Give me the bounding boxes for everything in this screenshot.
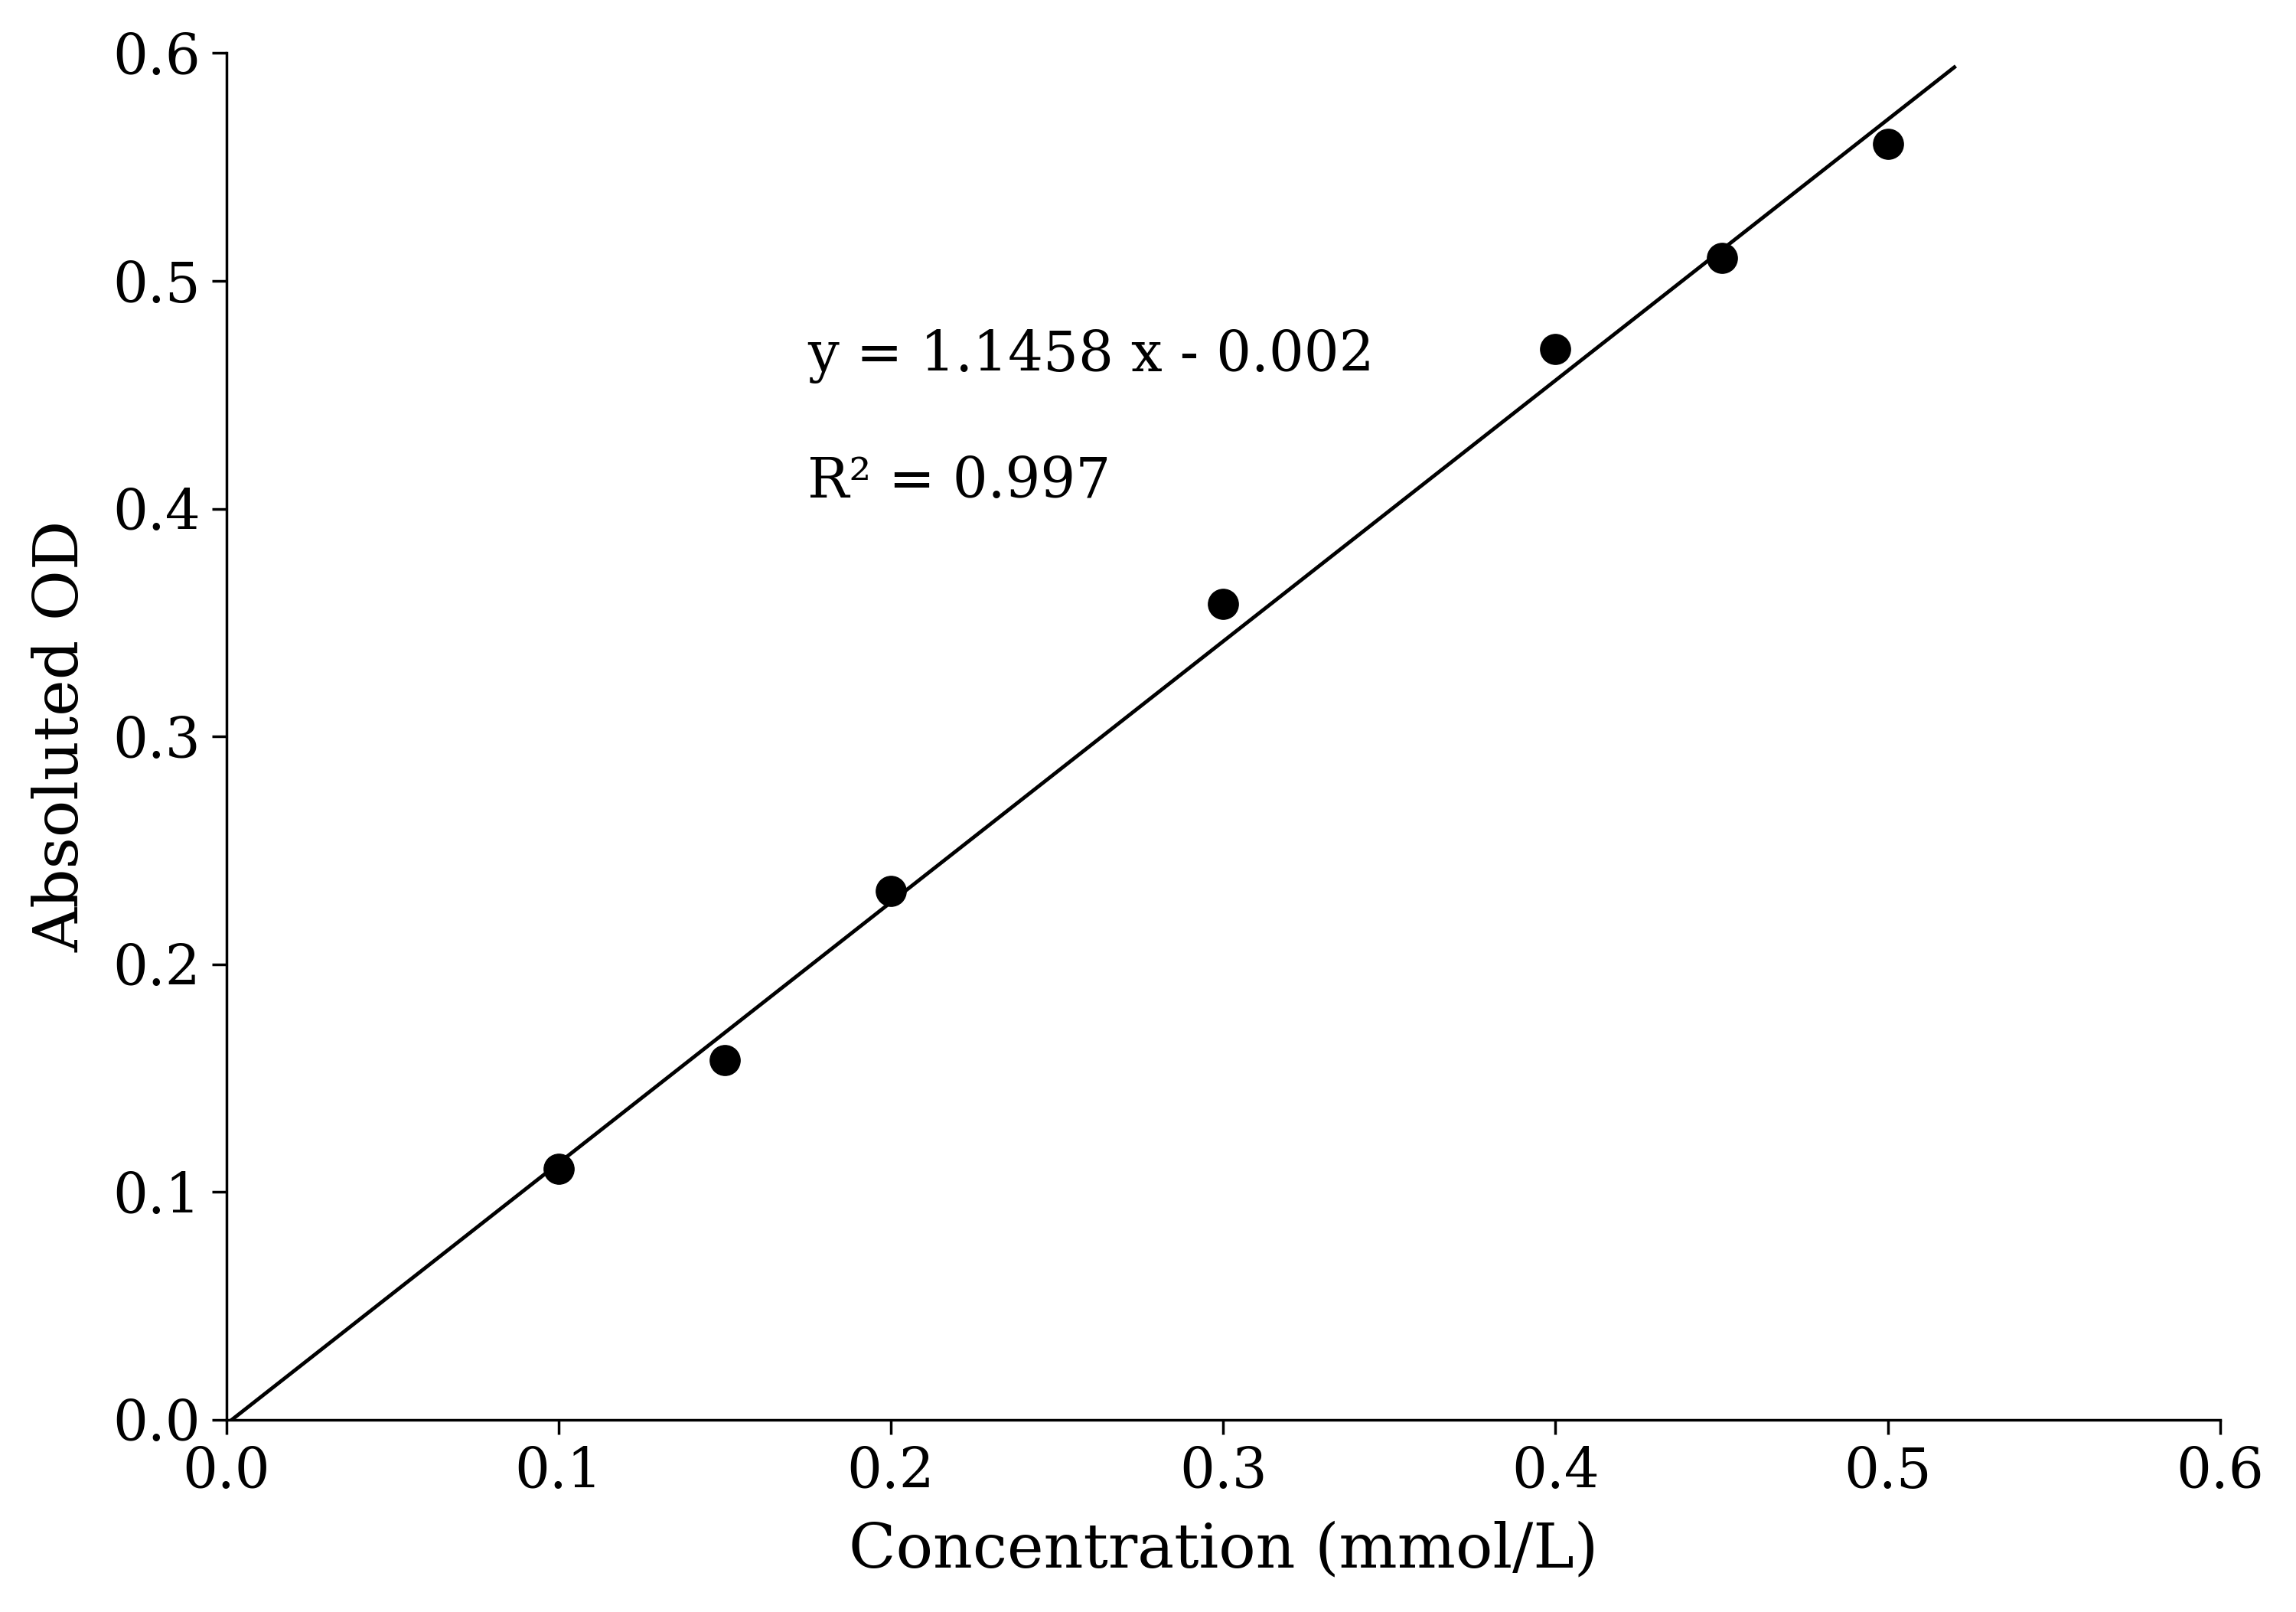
Point bbox=[1869, 131, 1906, 156]
Point bbox=[872, 879, 909, 904]
Y-axis label: Absoluted OD: Absoluted OD bbox=[32, 521, 92, 953]
Text: R² = 0.997: R² = 0.997 bbox=[808, 455, 1111, 509]
Point bbox=[540, 1156, 576, 1182]
Point bbox=[1704, 245, 1740, 271]
Text: y = 1.1458 x - 0.002: y = 1.1458 x - 0.002 bbox=[808, 329, 1375, 384]
Point bbox=[707, 1046, 744, 1072]
X-axis label: Concentration (mmol/L): Concentration (mmol/L) bbox=[850, 1520, 1598, 1580]
Point bbox=[1205, 592, 1242, 617]
Point bbox=[1536, 337, 1573, 363]
